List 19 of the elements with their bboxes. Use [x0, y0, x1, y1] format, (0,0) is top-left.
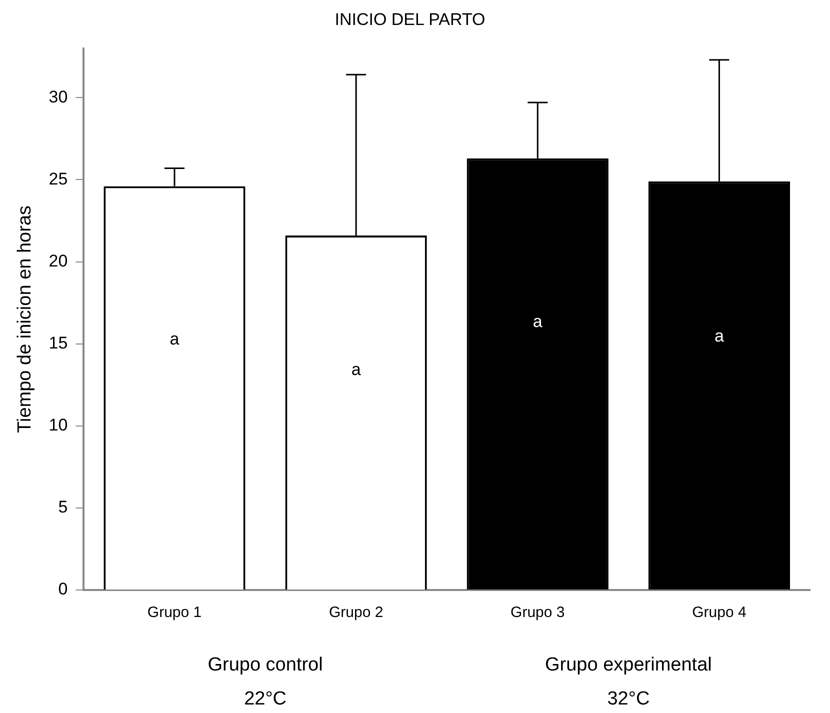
text: Grupo control 22°C: [208, 654, 323, 710]
y-tick-label: 25: [48, 169, 68, 188]
chart-title: INICIO DEL PARTO: [334, 10, 486, 29]
x-tick-label: Grupo 3: [510, 604, 565, 622]
y-tick-label: 0: [58, 580, 68, 599]
y-tick-label: 15: [48, 334, 68, 353]
x-tick-label: Grupo 2: [328, 604, 384, 622]
data-label: a: [714, 326, 724, 346]
data-label: a: [532, 312, 543, 332]
text: Grupo experimental 32°C: [544, 654, 712, 710]
y-tick-label: 20: [48, 251, 68, 270]
y-axis-title: Tiempo de inicion en horas: [14, 205, 36, 433]
x-tick-label: Grupo 1: [147, 604, 202, 622]
x-tick-label: Grupo 4: [692, 604, 746, 622]
y-tick-label: 10: [48, 416, 68, 435]
y-tick-label: 30: [48, 87, 68, 106]
y-tick-label: 5: [58, 498, 68, 517]
data-label: a: [351, 360, 362, 379]
data-label: a: [170, 329, 180, 348]
